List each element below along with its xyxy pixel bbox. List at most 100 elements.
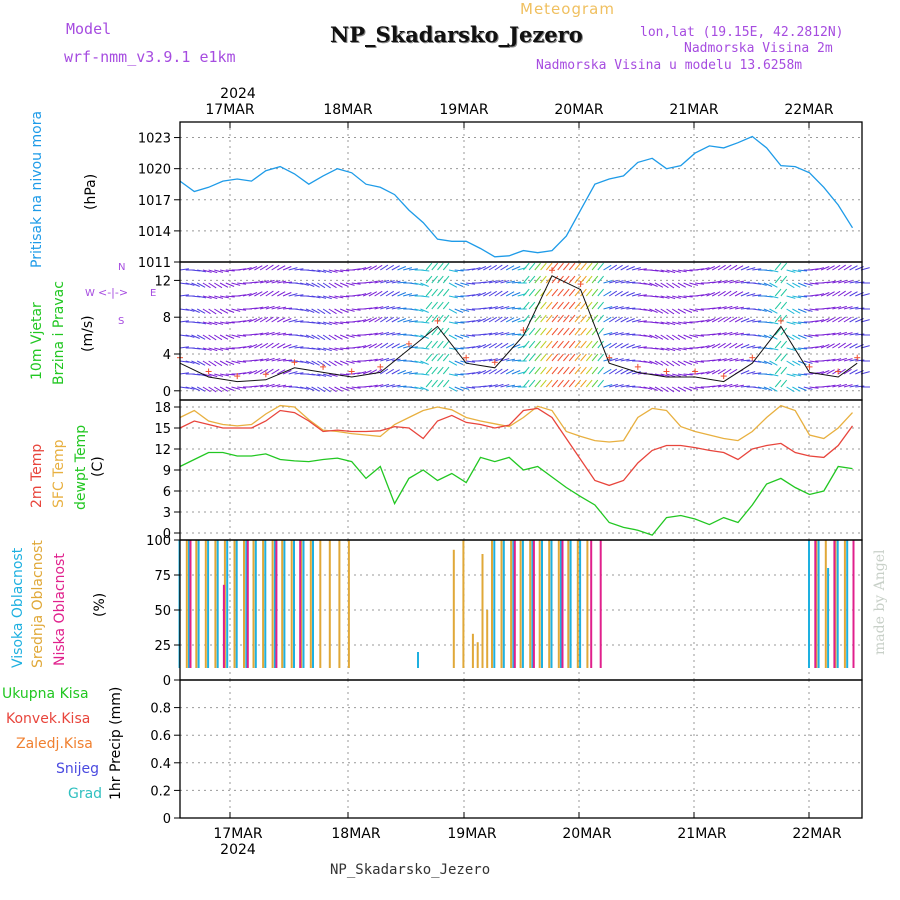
wind-barb: [448, 334, 458, 340]
wind-barb: [179, 372, 189, 375]
wind-barb: [545, 327, 553, 336]
cloud-mid-bar: [347, 540, 350, 668]
wind-barb: [322, 308, 331, 315]
wind-barb: [248, 292, 258, 297]
wind-barb: [219, 295, 230, 299]
wind-barb: [328, 282, 337, 289]
wind-barb: [254, 343, 263, 349]
wind-barb: [494, 279, 504, 284]
wind-barb: [179, 294, 189, 297]
wind-barb: [334, 295, 344, 299]
wind-barb: [311, 269, 321, 273]
ytick-label-temp: 3: [163, 506, 171, 521]
wind-barb: [368, 369, 378, 375]
wind-barb: [660, 334, 669, 341]
wind-barb: [568, 275, 576, 284]
wind-barb: [477, 266, 487, 271]
wind-barb: [672, 295, 681, 299]
wind-barb: [780, 366, 788, 375]
wind-barb: [466, 372, 476, 375]
wind-barb: [832, 290, 841, 297]
wind-barb: [769, 386, 778, 392]
wind-barb: [391, 280, 401, 284]
cloud-low-bar: [189, 540, 192, 668]
wind-barb: [368, 265, 378, 271]
cloud-mid-bar: [548, 540, 551, 668]
wind-barb: [237, 268, 247, 271]
wind-barb: [237, 334, 247, 337]
model-label: Model: [66, 20, 112, 38]
wind-barb: [603, 332, 613, 336]
wind-barb: [637, 346, 647, 349]
wind-barb: [563, 327, 570, 336]
wind-barb: [695, 360, 705, 363]
wind-barb: [672, 321, 681, 325]
wind-barb: [820, 344, 830, 349]
wind-barb: [717, 342, 726, 349]
wind-barb: [786, 308, 795, 315]
wind-barb: [608, 290, 618, 297]
wind-barb: [820, 318, 830, 323]
wind-barb: [803, 282, 813, 286]
ytick-label-cloud: 75: [154, 569, 171, 584]
wind-barb: [208, 308, 217, 315]
cloud-high-bar: [302, 540, 305, 668]
cloud-mid-bar: [481, 554, 484, 668]
wind-barb: [368, 280, 378, 284]
wind-barb: [254, 369, 263, 375]
wind-barb: [403, 319, 413, 323]
wind-barb: [574, 314, 582, 323]
wind-barb: [626, 307, 636, 310]
wind-barb: [523, 262, 530, 271]
wind-barb: [734, 306, 745, 310]
compass-s: S: [118, 316, 125, 327]
wind-barb: [219, 373, 230, 377]
ytick-label-precip: 0.2: [150, 784, 171, 799]
wind-barb: [454, 334, 464, 339]
wind-barb: [494, 305, 504, 310]
date-label-bottom: 21MAR: [677, 826, 726, 842]
wind-barb: [849, 306, 859, 310]
wind-barb: [506, 332, 516, 336]
wind-barb: [580, 288, 587, 297]
wind-barb: [637, 334, 647, 337]
wind-barb: [717, 332, 727, 336]
wind-barb: [797, 334, 807, 339]
wind-barb: [574, 288, 582, 297]
wind-barb: [311, 373, 321, 377]
wind-barb: [420, 386, 429, 391]
wind-barb: [294, 360, 304, 363]
wind-barb: [506, 306, 516, 310]
cloud-low-bar: [599, 540, 602, 668]
wind-barb: [689, 308, 699, 312]
data-layer: [177, 135, 870, 681]
wind-barb: [568, 327, 576, 336]
wind-barb: [534, 288, 541, 297]
wind-barb: [540, 327, 547, 336]
wind-barb: [334, 360, 343, 366]
wind-barb: [466, 334, 476, 337]
wind-barb: [540, 314, 547, 323]
temp-2m-line: [179, 407, 854, 487]
wind-barb: [591, 301, 599, 310]
wind-barb: [683, 308, 693, 313]
ytick-label-temp: 6: [163, 485, 171, 500]
wind-barb: [362, 318, 372, 323]
wind-barb: [689, 282, 699, 286]
wind-barb: [254, 358, 264, 362]
wind-barb: [425, 327, 433, 336]
wind-barb: [420, 360, 429, 365]
cloud-mid-bar: [452, 549, 455, 668]
wind-barb: [322, 386, 331, 393]
wind-barb: [505, 291, 515, 297]
wind-barb: [466, 386, 476, 389]
wind-barb: [557, 301, 564, 310]
wind-barb: [540, 340, 547, 349]
wind-barb: [431, 366, 438, 375]
wind-barb: [500, 306, 510, 310]
wind-barb: [545, 288, 553, 297]
wind-barb: [608, 342, 618, 349]
wind-barb: [277, 343, 286, 349]
wind-barb: [254, 306, 264, 310]
wind-barb: [580, 275, 587, 284]
